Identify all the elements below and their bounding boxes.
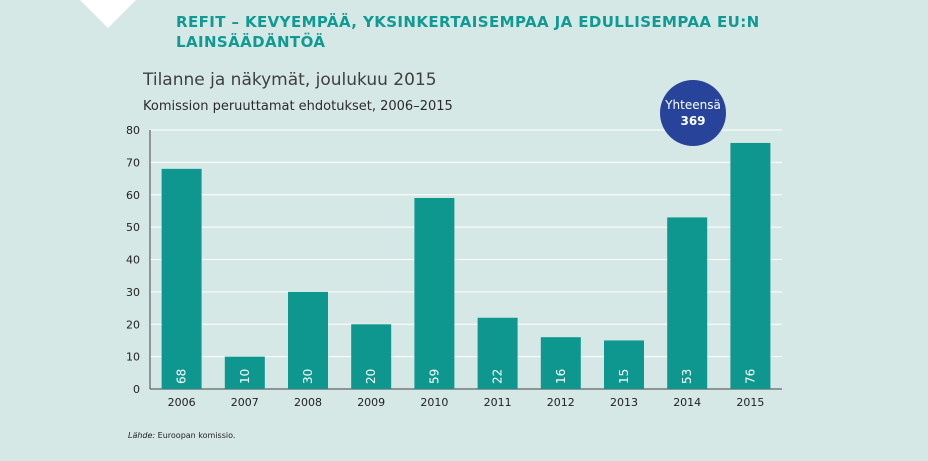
chart-title: Tilanne ja näkymät, joulukuu 2015 bbox=[143, 70, 437, 90]
source-text: Euroopan komissio. bbox=[157, 431, 236, 440]
bar bbox=[414, 197, 455, 389]
total-badge-value: 369 bbox=[680, 114, 706, 128]
x-tick-label: 2013 bbox=[610, 396, 638, 409]
y-tick-label: 80 bbox=[126, 124, 140, 137]
page-header: REFIT – KEVYEMPÄÄ, YKSINKERTAISEMPAA JA … bbox=[176, 12, 796, 52]
bar bbox=[540, 337, 581, 389]
bar-value-label: 15 bbox=[617, 369, 631, 384]
corner-decoration bbox=[80, 0, 136, 28]
y-tick-label: 70 bbox=[126, 156, 140, 169]
y-tick-label: 0 bbox=[133, 383, 140, 396]
y-tick-label: 30 bbox=[126, 286, 140, 299]
y-tick-label: 40 bbox=[126, 254, 140, 267]
x-tick-label: 2009 bbox=[357, 396, 385, 409]
x-tick-label: 2015 bbox=[736, 396, 764, 409]
header-line-1: REFIT – KEVYEMPÄÄ, YKSINKERTAISEMPAA JA … bbox=[176, 13, 760, 31]
total-badge-label: Yhteensä bbox=[665, 98, 721, 112]
x-tick-label: 2010 bbox=[420, 396, 448, 409]
bar bbox=[161, 168, 202, 389]
bar bbox=[604, 340, 644, 389]
x-tick-label: 2011 bbox=[484, 396, 512, 409]
bar-value-label: 68 bbox=[175, 369, 189, 384]
bar bbox=[667, 217, 708, 389]
source-label: Lähde: bbox=[128, 431, 156, 440]
total-badge: Yhteensä 369 bbox=[660, 80, 726, 146]
bar bbox=[477, 317, 518, 389]
x-tick-label: 2012 bbox=[547, 396, 575, 409]
header-line-2: LAINSÄÄDÄNTÖÄ bbox=[176, 33, 326, 51]
bar-value-label: 76 bbox=[743, 369, 757, 384]
bar bbox=[224, 356, 265, 389]
y-tick-label: 60 bbox=[126, 189, 140, 202]
bar bbox=[351, 324, 392, 389]
bar-value-label: 22 bbox=[491, 369, 505, 384]
source-note: Lähde: Euroopan komissio. bbox=[128, 431, 235, 440]
chart-subtitle: Komission peruuttamat ehdotukset, 2006–2… bbox=[143, 99, 453, 114]
bar-value-label: 10 bbox=[238, 369, 252, 384]
x-tick-label: 2014 bbox=[673, 396, 701, 409]
bar-value-label: 20 bbox=[364, 369, 378, 384]
y-tick-label: 20 bbox=[126, 318, 140, 331]
bar bbox=[730, 142, 771, 389]
bar-value-label: 53 bbox=[680, 369, 694, 384]
x-tick-label: 2006 bbox=[168, 396, 196, 409]
bar bbox=[288, 291, 328, 389]
bar-value-label: 16 bbox=[554, 369, 568, 384]
y-tick-label: 50 bbox=[126, 221, 140, 234]
x-tick-label: 2008 bbox=[294, 396, 322, 409]
y-tick-label: 10 bbox=[126, 351, 140, 364]
x-tick-label: 2007 bbox=[231, 396, 259, 409]
bar-value-label: 30 bbox=[301, 369, 315, 384]
bar-value-label: 59 bbox=[427, 369, 441, 384]
